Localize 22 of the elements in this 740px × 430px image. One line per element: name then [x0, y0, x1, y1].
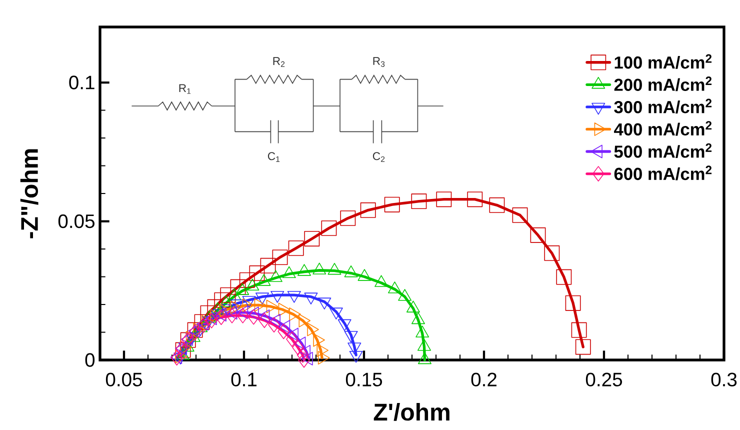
- x-tick-label: 0.1: [231, 372, 256, 386]
- legend-label: 100 mA/cm$^{2}$: [614, 54, 712, 69]
- annotation: R$_{1}$: [179, 84, 191, 94]
- annotation: C$_{1}$: [268, 152, 280, 162]
- legend-label: 500 mA/cm$^{2}$: [614, 143, 712, 158]
- legend-label: 400 mA/cm$^{2}$: [614, 121, 712, 136]
- y-tick-label: 0: [85, 353, 95, 367]
- legend-label: 600 mA/cm$^{2}$: [614, 166, 712, 180]
- legend-label: 300 mA/cm$^{2}$: [614, 98, 712, 114]
- annotation: C$_{2}$: [372, 152, 385, 162]
- x-tick-label: 0.05: [106, 372, 142, 386]
- y-axis-title: -Z"/ohm: [20, 149, 38, 238]
- legend-label: 200 mA/cm$^{2}$: [614, 76, 712, 92]
- y-tick-label: 0.05: [58, 214, 94, 228]
- x-tick-label: 0.25: [586, 372, 622, 386]
- annotation: R$_{3}$: [373, 57, 385, 67]
- y-tick-label: 0.1: [69, 76, 94, 90]
- x-tick-label: 0.3: [711, 372, 737, 386]
- x-tick-label: 0.15: [346, 372, 382, 386]
- annotation: R$_{2}$: [273, 57, 285, 67]
- x-tick-label: 0.2: [471, 372, 496, 386]
- x-axis-title: Z'/ohm: [374, 403, 450, 421]
